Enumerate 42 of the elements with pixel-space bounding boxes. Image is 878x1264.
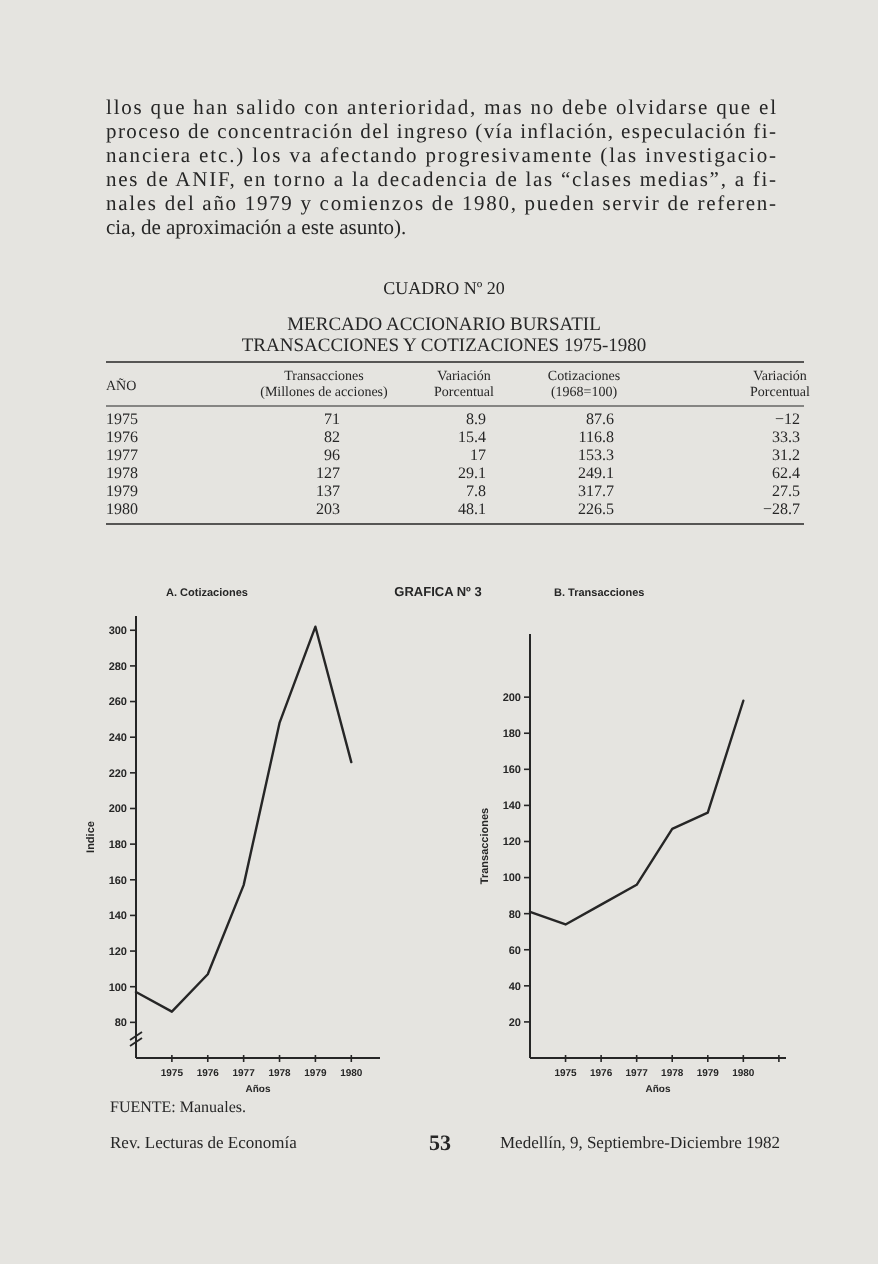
text: nales del año 1979 y comienzos de 1980, pueden servir de referen- [106, 194, 777, 216]
data-label: 62.4 [772, 464, 800, 482]
data-label: 29.1 [458, 464, 486, 482]
y-tick-label: 1980 [106, 500, 138, 518]
y-tick-label: 1978 [106, 464, 138, 482]
data-label: −12 [774, 410, 800, 428]
text: Medellín, 9, Septiembre-Diciembre 1982 [500, 1132, 780, 1152]
chart-subtitle: MERCADO ACCIONARIO BURSATIL TRANSACCIONES Y COTIZACIONES 1975-1980 [241, 316, 647, 357]
data-label: 31.2 [772, 446, 800, 464]
data-label: 116.8 [578, 428, 614, 446]
data-label: 87.6 [586, 410, 614, 428]
data-label: −28.7 [762, 500, 800, 518]
data-label: 96 [324, 446, 340, 464]
text: nanciera etc.) los va afectando progresivamente (las investigacio- [106, 146, 777, 168]
data-label: 8.9 [466, 410, 486, 428]
y-tick-label: 1976 [106, 428, 138, 446]
data-label: 48.1 [458, 500, 486, 518]
data-label: 71 [324, 410, 340, 428]
data-label: 82 [324, 428, 340, 446]
y-tick-label: 1979 [106, 482, 138, 500]
data-label: 203 [316, 500, 340, 518]
data-label: 127 [316, 464, 340, 482]
data-label: 27.5 [772, 482, 800, 500]
y-tick-label: 1975 [106, 410, 138, 428]
data-label: 249.1 [578, 464, 614, 482]
text: 53 [429, 1132, 452, 1156]
data-label: 226.5 [578, 500, 614, 518]
data-label: 137 [316, 482, 340, 500]
y-tick-label: 1977 [106, 446, 138, 464]
source-note: FUENTE: Manuales. [110, 1098, 246, 1116]
text: llos que han salido con anterioridad, mas no debe olvidarse que el [106, 98, 777, 120]
chart-title: CUADRO Nº 20 [383, 278, 506, 298]
data-label: 33.3 [772, 428, 800, 446]
data-label: 153.3 [578, 446, 614, 464]
data-label: 17 [470, 446, 486, 464]
data-label: 7.8 [466, 482, 486, 500]
text: cia, de aproximación a este asunto). [106, 218, 407, 240]
data-label: 15.4 [458, 428, 486, 446]
text: nes de ANIF, en torno a la decadencia de las “clases medias”, a fi- [106, 170, 777, 192]
text: Rev. Lecturas de Economía [110, 1132, 298, 1152]
text: proceso de concentración del ingreso (vía inflación, especulación fi- [106, 122, 777, 144]
data-label: 317.7 [578, 482, 614, 500]
